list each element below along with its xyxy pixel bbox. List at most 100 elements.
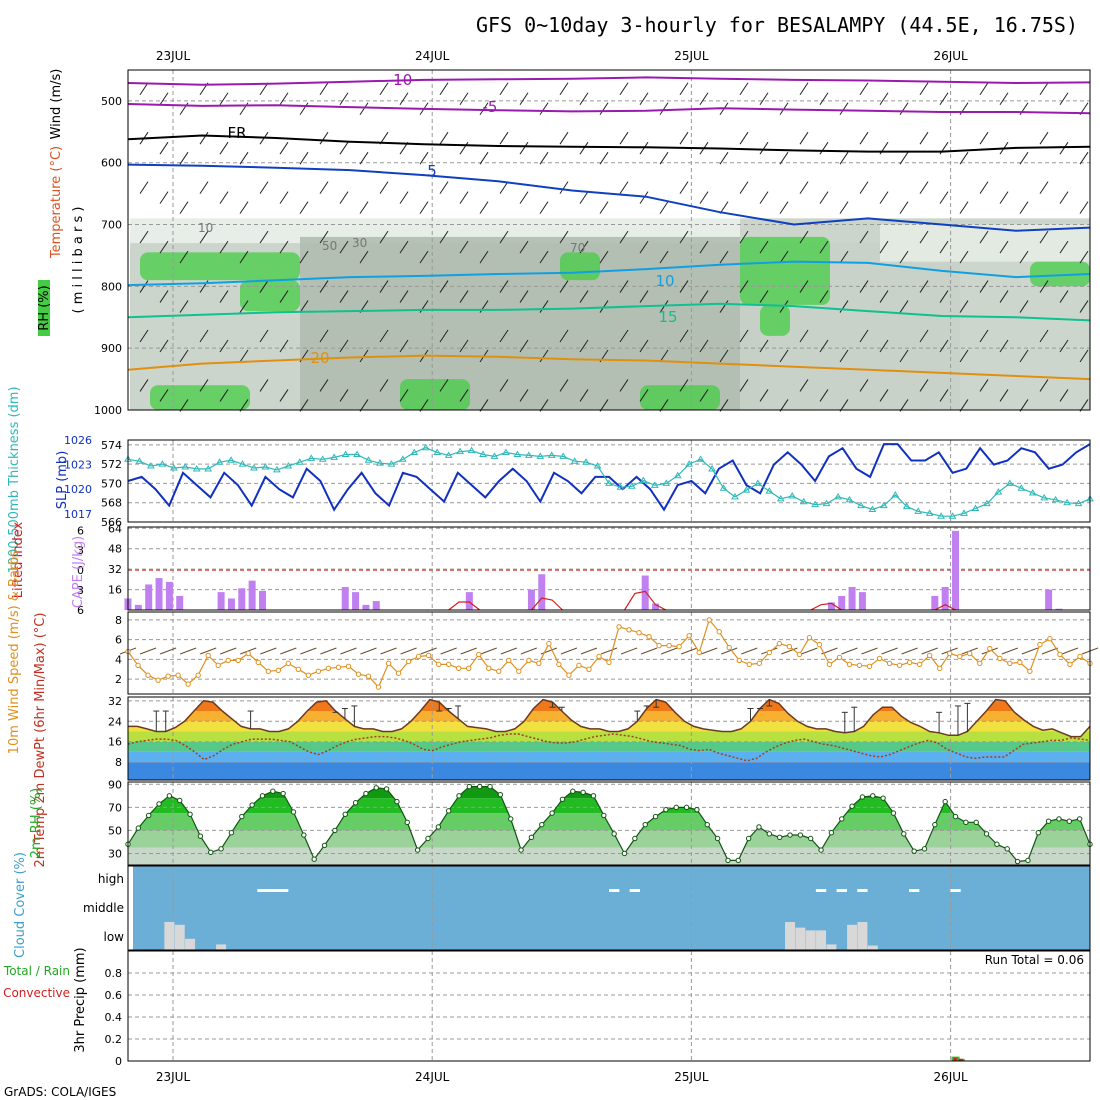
cloud-background [133,866,1090,950]
thickness-point [467,446,476,454]
low-cloud-bar [185,938,196,950]
wind-barb [479,250,489,264]
date-label-bottom: 24JUL [415,1070,450,1084]
precip-tick-label: 0 [115,1055,122,1068]
wind-speed-point [1017,659,1023,666]
wind-barb [719,399,729,412]
cape-tick-label: 32 [108,563,122,576]
wind-barb [499,280,509,293]
rh-point [259,793,266,799]
wind-barb [359,151,369,165]
wind-barb [379,280,389,293]
thickness-point [513,450,522,457]
wind-barb [419,151,429,165]
wind-speed-point [606,659,612,666]
wind-barb [219,290,229,303]
wind-barb [959,250,969,264]
wind-barb [701,647,718,655]
wind-barb [400,647,417,655]
precip-tick-label: 0.8 [105,967,123,980]
cape-tick-label: 64 [108,522,122,535]
cape-bar [352,592,360,610]
cape-bar [1055,608,1063,610]
cape-bar [341,587,349,610]
cape-bar [538,574,546,610]
wind-barb [259,181,269,194]
wind-barb [799,181,809,194]
thickness-point [502,448,510,456]
rh-point [363,790,369,797]
wind-barb [699,339,709,353]
wind-speed-point [205,652,211,659]
temp-tick-label: 24 [108,715,122,728]
wind-barb [659,250,669,264]
wind-barb [699,92,709,106]
cape-bar [1045,589,1053,610]
temperature-band [128,711,1090,722]
wind-barb [560,647,578,655]
wind-barb [959,300,969,313]
wind-barb [339,339,349,353]
wind-barb [1019,300,1029,313]
wind-barb [399,92,409,106]
wind-speed-point [315,668,322,674]
wind-speed-point [265,668,271,674]
cape-lifted-index-panel: 16 32 48 64 6 3 0 3 6 Lifted Index CAPE (J/kg) [11,521,1091,617]
thickness-point [994,488,1003,495]
wind-barb [659,102,669,116]
cape-bar [372,601,380,610]
low-cloud-bar [805,930,816,950]
date-label-bottom: 23JUL [156,1070,191,1084]
wind-barb [239,349,249,363]
wind-barb [899,201,909,214]
wind-barb [1041,647,1059,655]
rh-point [942,798,948,805]
wind-barb [440,647,457,655]
wind-barb [559,82,569,96]
wind-barb [379,82,389,96]
rh-point [249,802,255,808]
cape-axis-label: CAPE (J/kg) [71,536,86,608]
wind-barb [299,399,309,412]
wind-barb [799,82,809,96]
wind-barb [979,131,989,145]
wind-barb [139,379,149,392]
wind-speed-point [1027,668,1033,674]
rh-point [663,806,669,813]
wind-barb [899,151,909,165]
wind-speed-point [365,673,372,679]
wind-barb [899,399,909,412]
wind-speed-point [936,665,943,672]
rh-point [1014,858,1021,865]
precip-frame [127,950,1091,1062]
cape-bar [838,595,846,610]
wind-frame [127,611,1091,695]
lifted-index-tick-label: 0 [77,564,84,577]
rh-shade-area [880,224,1090,262]
wind-barb [999,339,1009,353]
thickness-point [971,504,980,511]
wind-speed-point [155,677,161,683]
wind-barb [500,647,517,655]
high-cloud-mark [857,889,868,892]
wind-barb [300,647,317,655]
wind-speed-point [756,660,763,667]
cloud-level-label: high [98,872,124,886]
cloud-frame [127,865,1091,951]
dewpoint-line [127,733,1091,762]
wind-barb [519,141,529,155]
wind-barb [739,230,749,244]
wind-speed-point [225,657,231,664]
thickness-point [891,491,900,498]
wind-barb [819,339,829,353]
wind-barb [339,240,349,254]
temperature-axis-label: Temperature (°C) [49,146,64,259]
date-label-top: 26JUL [933,49,968,63]
wind-barb [419,201,429,214]
wind-barb [939,191,949,204]
rh-point [1066,818,1073,824]
wind-barb [1039,329,1049,343]
wind-barb [539,300,549,313]
thickness-line [127,447,1091,517]
wind-barb [379,181,389,194]
